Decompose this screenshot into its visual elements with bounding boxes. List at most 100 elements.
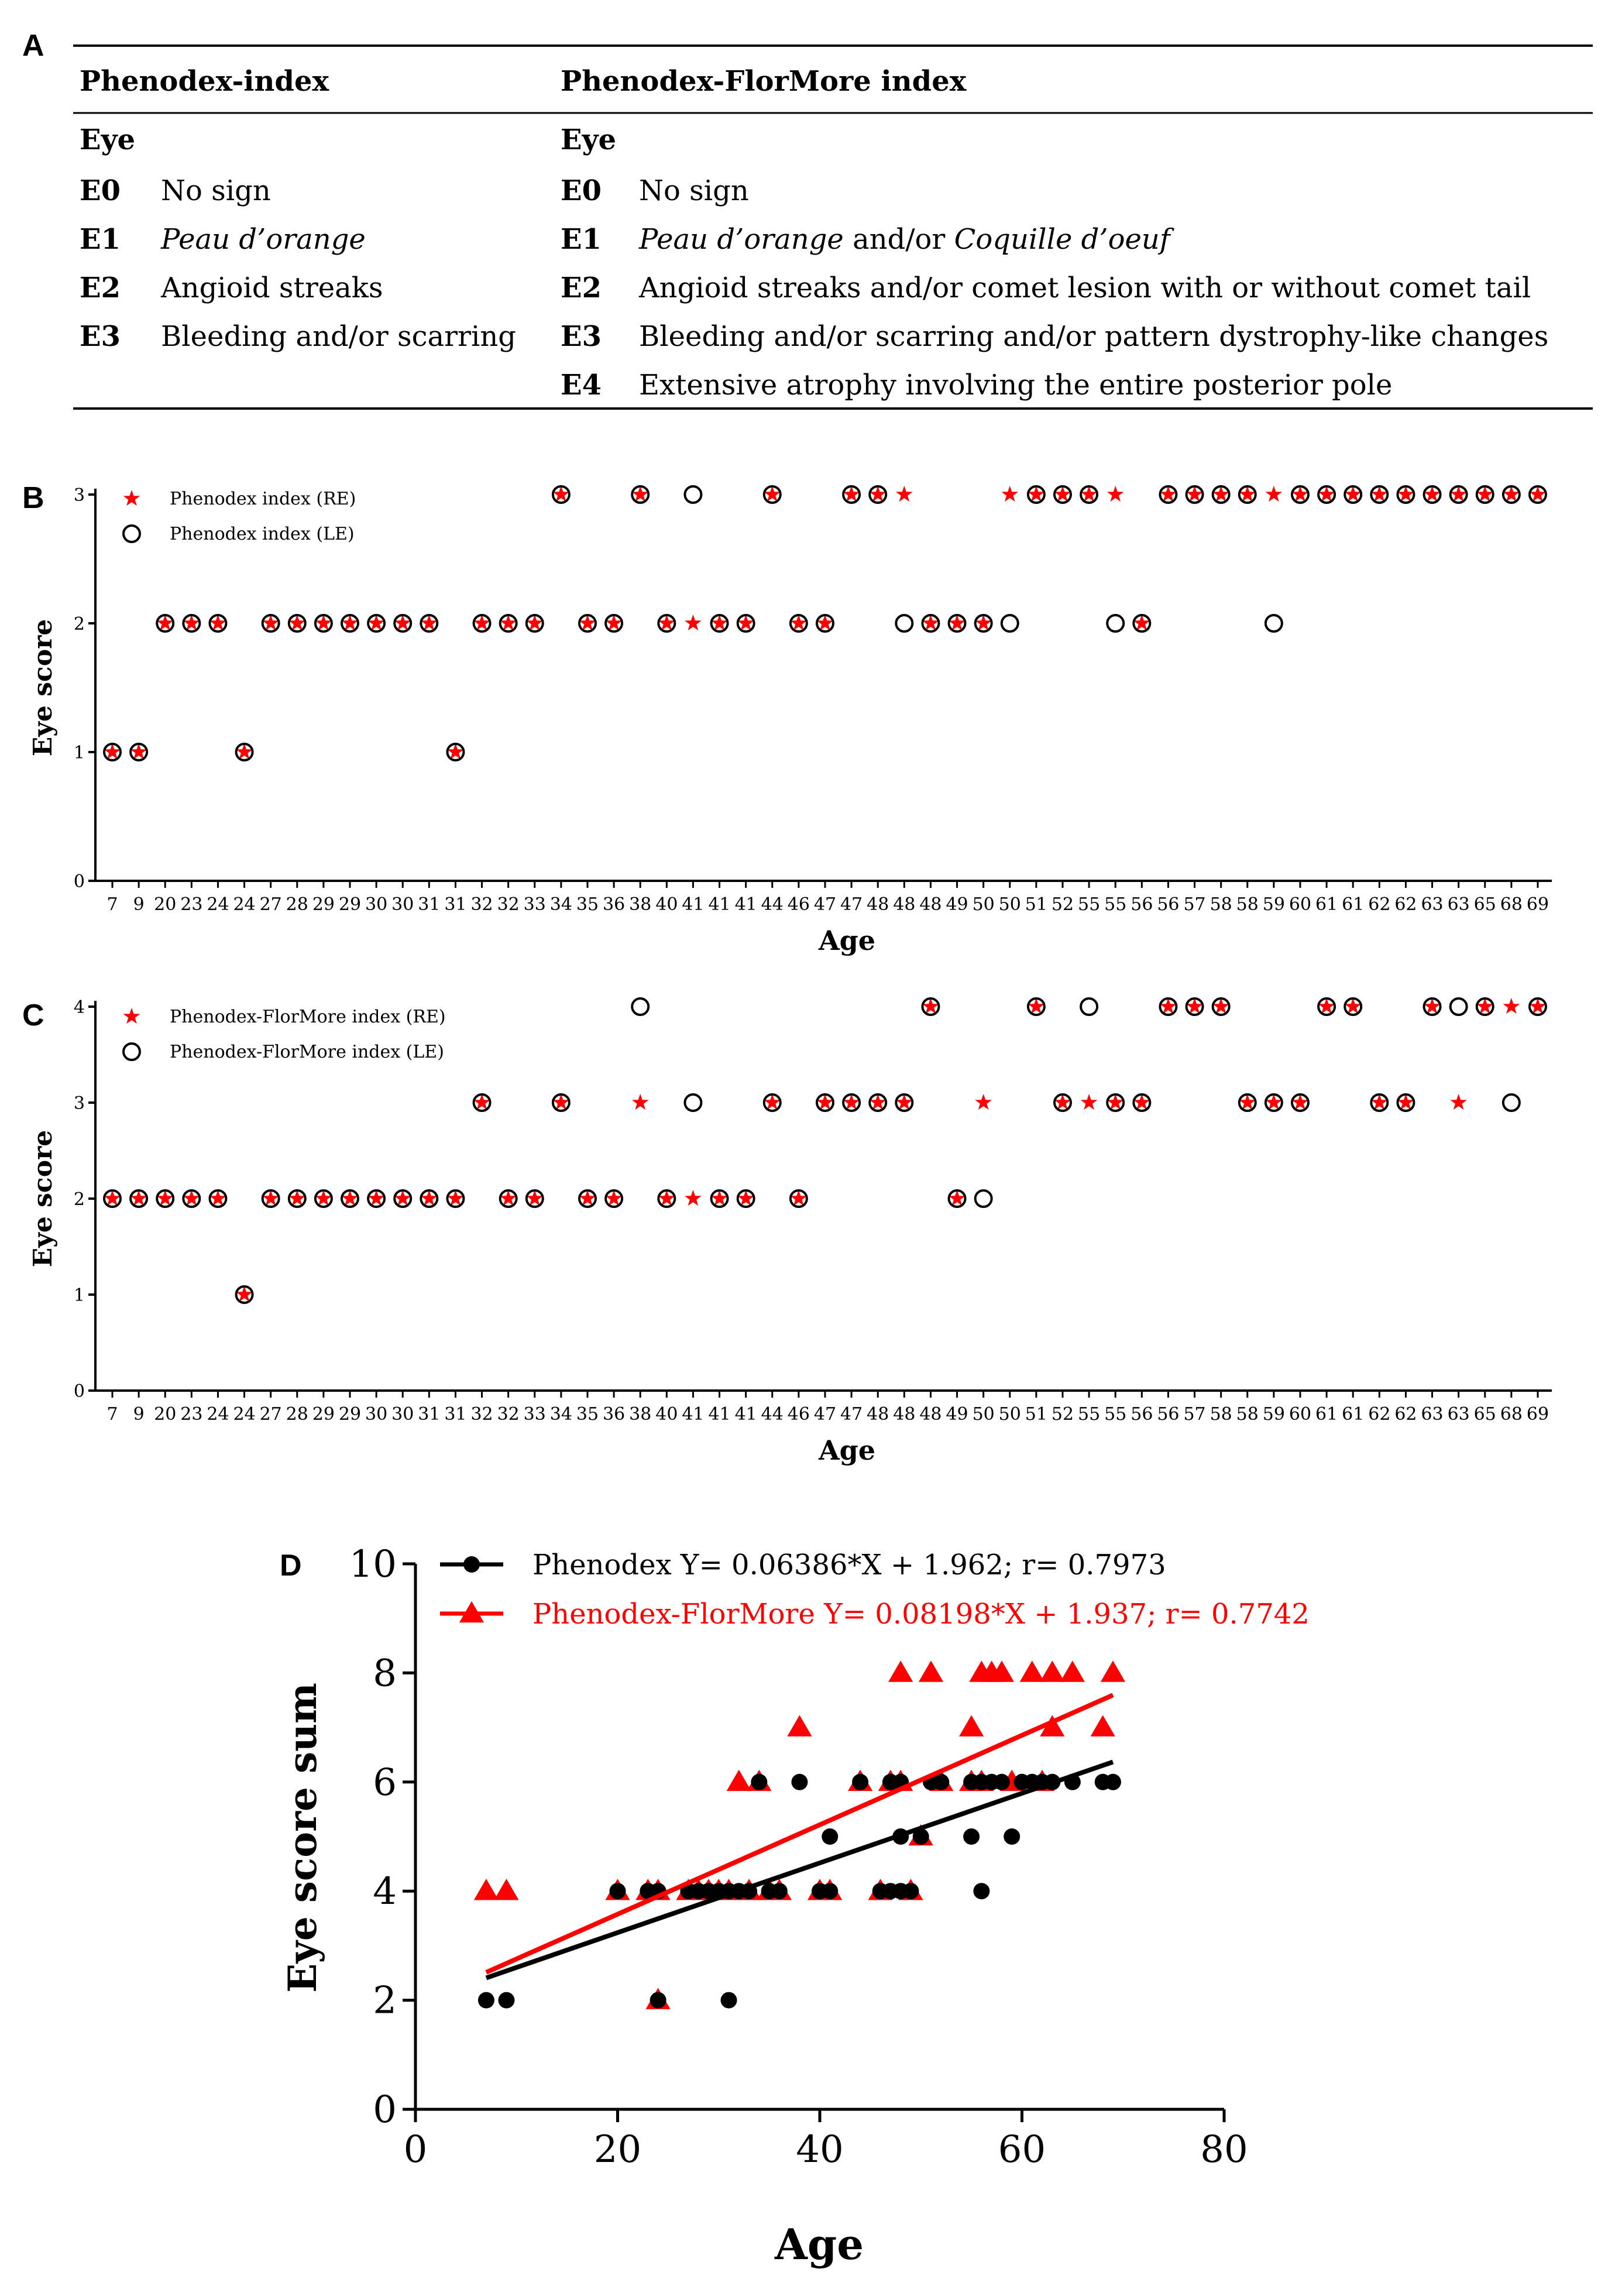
panel-a-label: A — [22, 29, 44, 63]
y-tick-label-D-0: 0 — [373, 2088, 397, 2132]
point-D-florMore-11 — [726, 1769, 751, 1792]
x-tick-label-D-80: 80 — [1200, 2128, 1248, 2171]
point-C-le-27 — [816, 1093, 834, 1112]
point-B-le-51 — [1449, 485, 1468, 504]
x-tick-label-C-1: 9 — [133, 1404, 145, 1425]
point-C-le-3 — [182, 1189, 201, 1208]
eye-desc-right-0: No sign — [639, 174, 749, 207]
point-C-re-33 — [975, 1094, 992, 1110]
y-axis-title-C: Eye score — [28, 1130, 58, 1268]
x-tick-label-C-20: 38 — [629, 1404, 651, 1425]
point-B-le-8 — [314, 614, 333, 633]
point-D-florMore-37 — [1040, 1660, 1065, 1682]
point-B-le-50 — [1422, 485, 1442, 504]
x-tick-label-D-60: 60 — [998, 2128, 1046, 2171]
point-C-le-13 — [446, 1189, 465, 1208]
point-B-le-14 — [472, 614, 492, 633]
point-C-le-23 — [710, 1189, 729, 1208]
legend-marker-D-florMore — [459, 1601, 485, 1623]
point-C-le-16 — [525, 1189, 544, 1208]
point-B-le-30 — [895, 614, 914, 633]
point-C-le-22 — [683, 1093, 703, 1112]
point-C-le-7 — [287, 1189, 307, 1208]
point-C-le-20 — [631, 997, 650, 1016]
x-tick-label-B-38: 55 — [1104, 894, 1126, 915]
point-B-re-22 — [685, 615, 702, 631]
y-tick-label-C-1: 1 — [74, 1285, 85, 1306]
eye-code-right-4: E4 — [561, 369, 602, 401]
point-B-le-39 — [1132, 614, 1152, 633]
point-D-phenodex-0 — [477, 1992, 494, 2009]
point-B-le-4 — [208, 614, 228, 633]
x-tick-label-B-21: 40 — [655, 894, 678, 915]
x-tick-label-D-20: 20 — [594, 2128, 641, 2171]
x-tick-label-B-39: 56 — [1130, 894, 1153, 915]
point-D-phenodex-2 — [609, 1883, 626, 1900]
point-C-le-21 — [657, 1189, 676, 1208]
x-tick-label-C-45: 60 — [1289, 1404, 1311, 1425]
point-B-le-16 — [525, 614, 544, 633]
point-B-le-20 — [631, 485, 650, 504]
x-tick-label-C-22: 41 — [682, 1404, 704, 1425]
point-B-le-2 — [156, 614, 175, 633]
point-C-re-53 — [1503, 998, 1520, 1014]
point-B-le-44 — [1264, 614, 1283, 633]
point-B-le-42 — [1211, 485, 1231, 504]
point-C-re-37 — [1080, 1094, 1098, 1110]
point-D-phenodex-33 — [963, 1828, 980, 1845]
point-B-le-37 — [1080, 485, 1099, 504]
x-tick-label-B-43: 58 — [1236, 894, 1259, 915]
x-tick-label-B-27: 47 — [814, 894, 836, 915]
x-axis-title-B: Age — [818, 925, 875, 956]
x-tick-label-C-35: 51 — [1025, 1404, 1047, 1425]
point-C-le-39 — [1132, 1093, 1152, 1112]
y-tick-label-C-2: 2 — [74, 1189, 85, 1210]
point-B-le-15 — [499, 614, 518, 633]
legend-label-C-re: Phenodex-FlorMore index (RE) — [170, 1007, 446, 1027]
x-tick-label-B-1: 9 — [133, 894, 145, 915]
eye-desc-left-3: Bleeding and/or scarring — [161, 320, 516, 353]
point-B-le-38 — [1106, 614, 1125, 633]
eye-code-right-2: E2 — [561, 272, 602, 304]
point-C-le-50 — [1422, 997, 1442, 1016]
x-tick-label-B-3: 23 — [180, 894, 202, 915]
x-tick-label-C-11: 30 — [391, 1404, 414, 1425]
x-tick-label-B-9: 29 — [339, 894, 361, 915]
x-tick-label-B-40: 56 — [1157, 894, 1179, 915]
point-D-phenodex-20 — [822, 1828, 839, 1845]
x-tick-label-B-44: 59 — [1263, 894, 1285, 915]
point-B-le-24 — [736, 614, 755, 633]
point-C-le-40 — [1159, 997, 1178, 1016]
x-tick-label-B-26: 46 — [788, 894, 810, 915]
point-B-le-52 — [1475, 485, 1494, 504]
x-tick-label-B-35: 51 — [1025, 894, 1047, 915]
x-tick-label-C-50: 63 — [1421, 1404, 1443, 1425]
y-tick-label-B-2: 2 — [74, 614, 85, 634]
x-tick-label-C-49: 62 — [1394, 1404, 1417, 1425]
point-B-le-36 — [1053, 485, 1072, 504]
x-tick-label-C-47: 61 — [1342, 1404, 1364, 1425]
point-D-florMore-35 — [1019, 1660, 1044, 1682]
point-C-le-0 — [103, 1189, 122, 1208]
y-tick-label-D-6: 6 — [373, 1761, 397, 1804]
x-tick-label-B-28: 47 — [840, 894, 863, 915]
x-tick-label-B-54: 69 — [1527, 894, 1549, 915]
panel-a-table: A Phenodex-index Phenodex-FlorMore index… — [22, 29, 1593, 410]
point-C-le-49 — [1396, 1093, 1415, 1112]
point-C-le-2 — [156, 1189, 175, 1208]
panel-b-label: B — [22, 481, 44, 515]
eye-desc-right-4: Extensive atrophy involving the entire p… — [639, 369, 1392, 401]
x-tick-label-C-2: 20 — [154, 1404, 176, 1425]
point-C-le-30 — [895, 1093, 914, 1112]
x-tick-label-B-13: 31 — [444, 894, 466, 915]
x-tick-label-C-14: 32 — [470, 1404, 493, 1425]
point-C-le-32 — [947, 1189, 967, 1208]
x-tick-label-C-17: 34 — [550, 1404, 572, 1425]
point-B-le-33 — [974, 614, 993, 633]
x-tick-label-B-17: 34 — [550, 894, 572, 915]
x-tick-label-C-48: 62 — [1368, 1404, 1390, 1425]
point-C-le-18 — [578, 1189, 597, 1208]
x-tick-label-C-42: 58 — [1210, 1404, 1232, 1425]
point-C-le-38 — [1106, 1093, 1125, 1112]
